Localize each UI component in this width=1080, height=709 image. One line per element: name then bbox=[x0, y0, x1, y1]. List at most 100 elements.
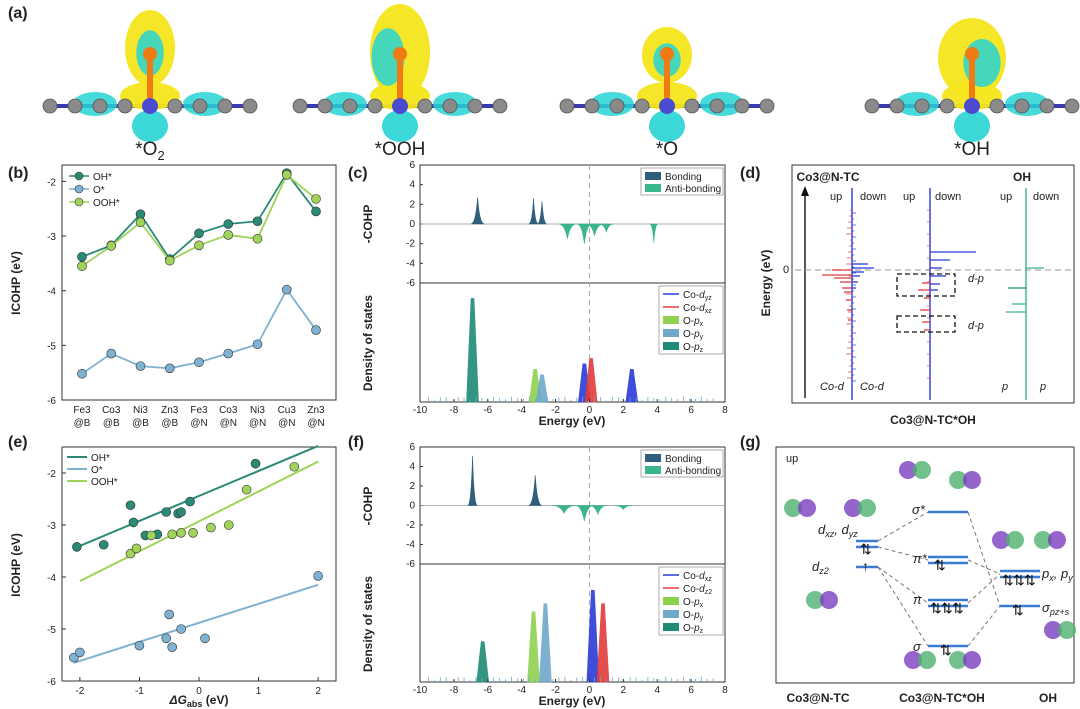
a-carbon-atom bbox=[342, 98, 358, 114]
cohp-ytick-label: -2 bbox=[406, 239, 415, 250]
a-carbon-atom bbox=[117, 98, 133, 114]
b-xtick-bot: @B bbox=[74, 418, 91, 429]
b-point bbox=[281, 170, 292, 180]
a-cyan-lobe bbox=[963, 39, 1001, 87]
e-point bbox=[161, 633, 172, 644]
cohp-legend-text: Bonding bbox=[665, 454, 702, 465]
panel-d-box-label-2: d-p bbox=[968, 320, 984, 332]
caption-ooh: *OOH bbox=[375, 139, 426, 160]
a-carbon-atom bbox=[989, 98, 1005, 114]
g-electron: ⇅ bbox=[1024, 572, 1036, 588]
g-orbital-lobe bbox=[963, 471, 981, 489]
a-co-atom bbox=[142, 98, 158, 114]
a-carbon-atom bbox=[242, 98, 258, 114]
e-ytick-label: -2 bbox=[47, 469, 56, 480]
a-cyan-lobe bbox=[649, 110, 685, 142]
g-electron: ⇅ bbox=[930, 600, 942, 616]
g-connector bbox=[877, 511, 929, 542]
g-electron: ⇅ bbox=[860, 541, 872, 557]
b-xtick-bot: @N bbox=[278, 418, 295, 429]
g-orbital-lobe bbox=[806, 591, 824, 609]
dos-peak bbox=[586, 589, 600, 683]
g-electron: ⇅ bbox=[934, 557, 946, 573]
cohp-ytick-label: -6 bbox=[406, 278, 415, 289]
cohp-ytick-label: 4 bbox=[409, 462, 415, 473]
dos-xtick-label: -8 bbox=[449, 405, 458, 416]
cohp-ytick-label: -6 bbox=[406, 559, 415, 570]
dos-legend-swatch bbox=[663, 316, 679, 324]
cohp-ytick-label: 4 bbox=[409, 180, 415, 191]
a-carbon-atom bbox=[759, 98, 775, 114]
e-point bbox=[176, 624, 186, 634]
b-xtick-top: Ni3 bbox=[133, 405, 148, 416]
a-carbon-atom bbox=[467, 98, 483, 114]
b-point bbox=[194, 240, 204, 251]
col-header-4: down bbox=[935, 191, 961, 203]
panel-g-up: up bbox=[786, 453, 798, 465]
e-xtick-label: -2 bbox=[75, 686, 84, 697]
a-carbon-atom bbox=[192, 98, 208, 114]
dos-xtick-label: -10 bbox=[413, 685, 428, 696]
panel-e-ylabel: ICOHP (eV) bbox=[9, 533, 23, 597]
cohp-ytick-label: -4 bbox=[406, 258, 415, 269]
a-carbon-atom bbox=[92, 98, 108, 114]
e-point bbox=[289, 461, 300, 472]
b-xtick-bot: @N bbox=[190, 418, 207, 429]
dos-xtick-label: 0 bbox=[587, 405, 593, 416]
cohp-ytick-label: 6 bbox=[409, 442, 415, 453]
a-carbon-atom bbox=[584, 98, 600, 114]
dos-legend-swatch bbox=[663, 610, 679, 618]
e-fit-line bbox=[79, 460, 319, 583]
b-point bbox=[252, 216, 263, 227]
cohp-ytick-label: -4 bbox=[406, 540, 415, 551]
g-orbital-lobe bbox=[1006, 531, 1024, 549]
g-connector bbox=[967, 573, 1001, 604]
panel-f-bottom-frame bbox=[419, 563, 726, 683]
col-header-2: down bbox=[860, 191, 886, 203]
panel-label-d: (d) bbox=[740, 165, 760, 182]
b-ytick-label: -2 bbox=[47, 177, 56, 188]
e-point bbox=[131, 543, 142, 554]
a-carbon-atom bbox=[492, 98, 508, 114]
legend-text-ooh: OOH* bbox=[93, 198, 120, 209]
a-metal-bond bbox=[147, 58, 153, 98]
g-orbital-lobe bbox=[784, 499, 802, 517]
e-point bbox=[188, 527, 198, 538]
a-carbon-atom bbox=[889, 98, 905, 114]
e-point bbox=[146, 530, 157, 541]
e-point bbox=[206, 522, 216, 533]
a-carbon-atom bbox=[1039, 98, 1055, 114]
panel-d-label-co-d-up: Co-d bbox=[820, 381, 845, 393]
panel-d-zero: 0 bbox=[783, 264, 789, 276]
cohp-peak bbox=[614, 505, 633, 510]
panel-label-a: (a) bbox=[8, 5, 28, 22]
e-point bbox=[134, 640, 145, 651]
cohp-peak bbox=[528, 475, 543, 506]
b-point bbox=[135, 217, 146, 228]
panel-d-box-1 bbox=[896, 273, 956, 297]
e-point bbox=[223, 520, 234, 530]
g-orbital-lobe bbox=[1058, 621, 1076, 639]
dos-xtick-label: 8 bbox=[722, 405, 728, 416]
a-carbon-atom bbox=[292, 98, 308, 114]
dos-peak bbox=[625, 369, 639, 403]
e-ytick-label: -6 bbox=[47, 677, 56, 688]
panel-c-xlabel: Energy (eV) bbox=[539, 414, 606, 428]
b-point bbox=[164, 363, 175, 374]
dos-legend-text: O-pz bbox=[683, 623, 704, 635]
a-oxygen-atom bbox=[660, 47, 674, 61]
dos-xtick-label: 4 bbox=[654, 405, 660, 416]
panel-c-bottom-frame bbox=[419, 282, 726, 403]
dos-peak bbox=[527, 611, 540, 683]
b-point bbox=[281, 284, 292, 295]
dos-xtick-label: -6 bbox=[483, 405, 492, 416]
caption-o: *O bbox=[656, 139, 678, 160]
e-xtick-label: 1 bbox=[256, 686, 262, 697]
panel-d-title-left: Co3@N-TC bbox=[796, 170, 859, 184]
dos-legend-swatch bbox=[663, 342, 679, 350]
cohp-ytick-label: 2 bbox=[409, 481, 415, 492]
dos-legend-text: Co-dxz bbox=[683, 571, 712, 583]
cohp-peak bbox=[649, 223, 659, 243]
a-carbon-atom bbox=[42, 98, 58, 114]
